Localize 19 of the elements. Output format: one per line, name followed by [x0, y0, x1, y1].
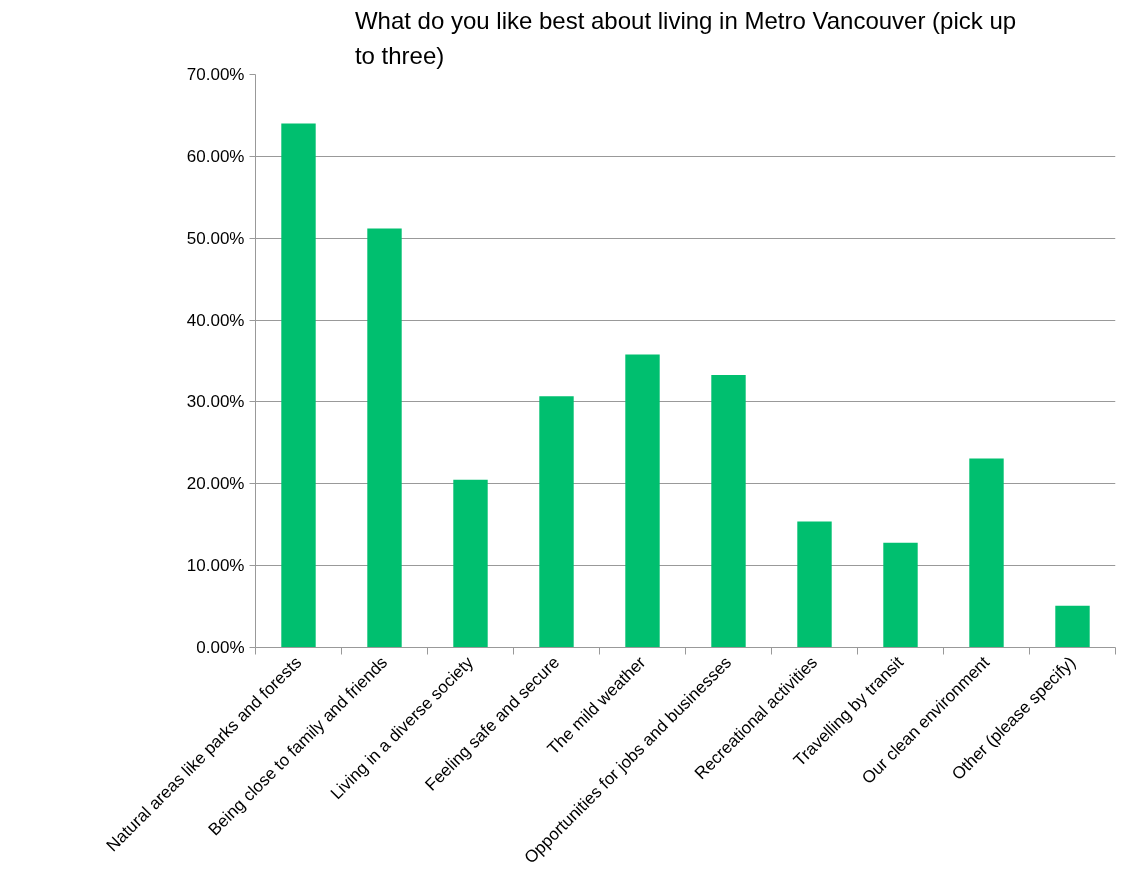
y-tick-label: 40.00% [186, 310, 245, 330]
y-tick-label: 0.00% [196, 638, 245, 657]
bar [539, 396, 574, 648]
bar [1055, 605, 1090, 648]
bar [367, 228, 402, 648]
bar [883, 542, 918, 648]
bar [281, 123, 316, 648]
y-tick-label: 70.00% [186, 65, 245, 84]
y-tick-label: 20.00% [186, 474, 245, 494]
y-tick-label: 60.00% [186, 146, 245, 166]
chart-title: What do you like best about living in Metro Vancouver (pick up to three) [354, 7, 1017, 70]
bar [453, 479, 488, 648]
y-tick-label: 10.00% [186, 556, 245, 576]
bar [711, 374, 746, 648]
bar [969, 458, 1004, 648]
bar [625, 354, 660, 648]
y-tick-label: 50.00% [186, 228, 245, 248]
y-tick-label: 30.00% [186, 392, 245, 412]
bar [797, 521, 832, 648]
